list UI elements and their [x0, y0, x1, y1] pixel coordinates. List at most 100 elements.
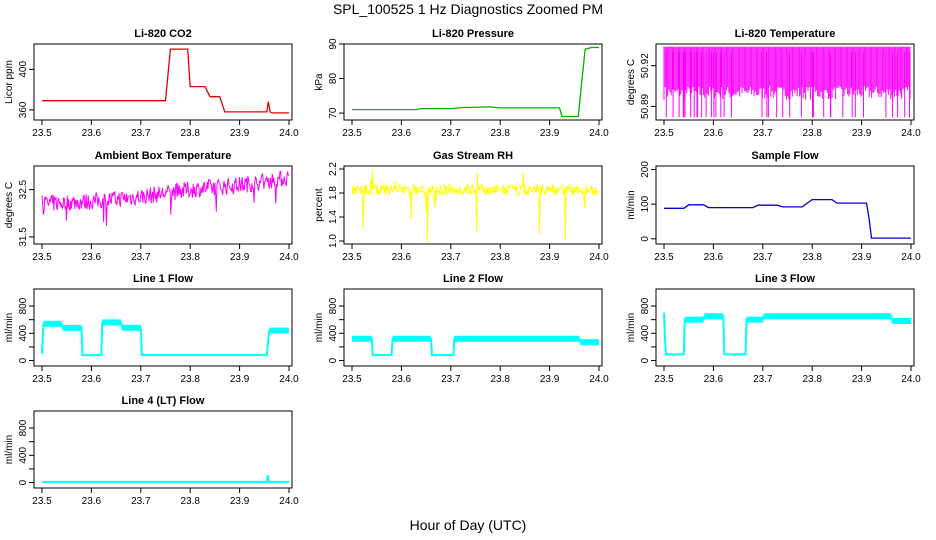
- series-group: [663, 46, 911, 118]
- x-tick-label: 23.6: [82, 128, 102, 139]
- y-tick-label: 1.8: [328, 186, 339, 200]
- panel-2: Li-820 Pressure 23.5 23.6 23.7 23.8 23.9 24.0 7…: [314, 28, 609, 139]
- y-tick-label: 80: [328, 73, 339, 85]
- x-tick-label: 23.8: [180, 374, 200, 385]
- series-line: [352, 46, 599, 118]
- x-tick-label: 23.6: [704, 128, 724, 139]
- plot-frame: [343, 43, 603, 121]
- series-band: [392, 335, 432, 342]
- x-tick-label: 23.7: [753, 252, 773, 263]
- y-tick-label: 800: [328, 297, 339, 314]
- y-tick-label: 50.89: [640, 93, 651, 118]
- x-tick-label: 23.9: [230, 496, 250, 507]
- plot-frame: [33, 288, 293, 367]
- x-tick-label: 23.6: [704, 374, 724, 385]
- x-tick-label: 23.6: [82, 252, 102, 263]
- panel-title: Li-820 CO2: [134, 28, 191, 40]
- y-axis-label: Licor ppm: [4, 60, 15, 104]
- series-band: [102, 319, 122, 326]
- series-line: [41, 170, 289, 226]
- panel-9: Line 3 Flow 23.5 23.6 23.7 23.8 23.9 24.0 0 400 8…: [626, 273, 921, 385]
- x-tick-label: 23.6: [82, 374, 102, 385]
- panel-10: Line 4 (LT) Flow 23.5 23.6 23.7 23.8 23.9 24.0…: [4, 395, 299, 507]
- panel-title: Line 3 Flow: [755, 273, 815, 285]
- y-tick-label: 400: [640, 325, 651, 342]
- series-band: [580, 339, 599, 346]
- x-tick-label: 23.5: [32, 128, 52, 139]
- y-axis-label: percent: [314, 188, 325, 222]
- x-tick-label: 23.5: [342, 374, 362, 385]
- panel-8: Line 2 Flow 23.5 23.6 23.7 23.8 23.9 24.0 0 400 8…: [314, 273, 609, 385]
- panel-title: Sample Flow: [751, 150, 819, 162]
- panel-3: Li-820 Temperature 23.5 23.6 23.7 23.8 23.9 24…: [626, 28, 921, 139]
- series-band: [746, 316, 763, 323]
- x-tick-label: 24.0: [589, 128, 609, 139]
- x-tick-label: 23.9: [230, 128, 250, 139]
- y-tick-label: 400: [18, 325, 29, 342]
- y-tick-label: 2.2: [328, 162, 339, 176]
- series-band: [704, 313, 724, 320]
- x-tick-label: 23.7: [131, 252, 151, 263]
- series-band: [43, 320, 62, 327]
- y-axis-label: ml/min: [626, 190, 637, 219]
- series-band: [454, 335, 580, 342]
- series-line: [351, 169, 599, 243]
- series-band: [122, 324, 141, 331]
- x-tick-label: 23.8: [490, 128, 510, 139]
- y-tick-label: 0: [328, 357, 339, 363]
- series-group: [352, 335, 599, 357]
- x-tick-label: 23.6: [392, 128, 412, 139]
- plot-frame: [655, 165, 915, 245]
- y-tick-label: 1.0: [328, 234, 339, 248]
- x-tick-label: 23.6: [704, 252, 724, 263]
- x-tick-label: 23.7: [441, 252, 461, 263]
- x-tick-label: 24.0: [901, 374, 921, 385]
- x-tick-label: 24.0: [279, 374, 299, 385]
- y-tick-label: 50.92: [640, 53, 651, 78]
- x-tick-label: 23.8: [490, 374, 510, 385]
- y-tick-label: 800: [18, 297, 29, 314]
- panel-title: Line 1 Flow: [133, 273, 193, 285]
- y-tick-label: 400: [328, 325, 339, 342]
- y-tick-label: 400: [18, 447, 29, 464]
- x-tick-label: 23.8: [180, 252, 200, 263]
- x-tick-label: 23.5: [32, 252, 52, 263]
- x-tick-label: 23.9: [540, 128, 560, 139]
- panel-title: Gas Stream RH: [433, 150, 513, 162]
- x-tick-label: 23.8: [180, 128, 200, 139]
- x-tick-label: 24.0: [279, 128, 299, 139]
- y-tick-label: 400: [18, 61, 29, 78]
- series-group: [352, 46, 599, 118]
- series-line: [352, 337, 599, 357]
- y-tick-label: 0: [18, 479, 29, 485]
- x-tick-label: 23.5: [654, 252, 674, 263]
- plot-frame: [655, 43, 915, 121]
- series-group: [351, 169, 599, 243]
- panel-7: Line 1 Flow 23.5 23.6 23.7 23.8 23.9 24.0 0 400 8…: [4, 273, 299, 385]
- x-tick-label: 23.7: [441, 128, 461, 139]
- series-group: [42, 48, 289, 114]
- x-tick-label: 24.0: [279, 252, 299, 263]
- x-tick-label: 23.7: [753, 128, 773, 139]
- y-tick-label: 800: [640, 297, 651, 314]
- y-axis-label: ml/min: [626, 313, 637, 342]
- y-tick-label: 1.4: [328, 210, 339, 224]
- y-tick-label: 31.5: [18, 227, 29, 247]
- x-tick-label: 23.9: [852, 252, 872, 263]
- x-tick-label: 23.8: [802, 252, 822, 263]
- x-tick-label: 23.9: [230, 252, 250, 263]
- x-tick-label: 24.0: [589, 374, 609, 385]
- y-tick-label: 0: [640, 357, 651, 363]
- x-tick-label: 24.0: [589, 252, 609, 263]
- x-tick-label: 24.0: [901, 128, 921, 139]
- x-tick-label: 23.7: [131, 374, 151, 385]
- y-axis-label: kPa: [314, 73, 325, 91]
- x-tick-label: 23.6: [392, 374, 412, 385]
- x-tick-label: 23.5: [32, 496, 52, 507]
- series-band: [892, 318, 911, 325]
- x-tick-label: 23.7: [131, 496, 151, 507]
- y-axis-label: degrees C: [626, 59, 637, 105]
- plot-frame: [33, 410, 293, 489]
- y-axis-label: ml/min: [314, 313, 325, 342]
- series-line: [42, 48, 289, 114]
